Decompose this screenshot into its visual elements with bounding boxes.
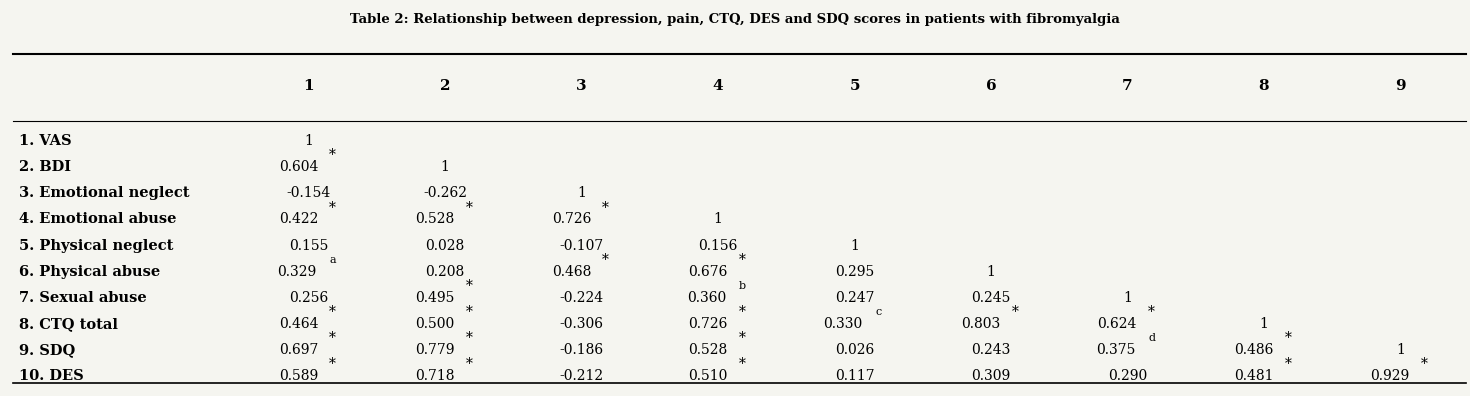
Text: 1: 1 (304, 134, 313, 148)
Text: 0.156: 0.156 (698, 238, 738, 253)
Text: 0.464: 0.464 (279, 317, 318, 331)
Text: 0.375: 0.375 (1097, 343, 1135, 357)
Text: -0.262: -0.262 (423, 186, 467, 200)
Text: 5. Physical neglect: 5. Physical neglect (19, 238, 173, 253)
Text: 0.697: 0.697 (279, 343, 318, 357)
Text: *: * (738, 253, 745, 267)
Text: 10. DES: 10. DES (19, 369, 84, 383)
Text: 0.726: 0.726 (551, 212, 591, 227)
Text: 0.510: 0.510 (688, 369, 728, 383)
Text: Table 2: Relationship between depression, pain, CTQ, DES and SDQ scores in patie: Table 2: Relationship between depression… (350, 13, 1120, 26)
Text: *: * (466, 358, 473, 371)
Text: 8: 8 (1258, 79, 1269, 93)
Text: 0.290: 0.290 (1108, 369, 1147, 383)
Text: 9. SDQ: 9. SDQ (19, 343, 75, 357)
Text: 1: 1 (578, 186, 587, 200)
Text: *: * (329, 305, 337, 319)
Text: 0.028: 0.028 (426, 238, 465, 253)
Text: 1: 1 (303, 79, 315, 93)
Text: 6: 6 (986, 79, 997, 93)
Text: d: d (1148, 333, 1155, 343)
Text: -0.306: -0.306 (560, 317, 604, 331)
Text: *: * (329, 201, 337, 215)
Text: *: * (603, 201, 609, 215)
Text: b: b (738, 281, 745, 291)
Text: 1: 1 (986, 265, 995, 279)
Text: 1: 1 (1123, 291, 1132, 305)
Text: 4. Emotional abuse: 4. Emotional abuse (19, 212, 176, 227)
Text: *: * (1421, 358, 1427, 371)
Text: 0.528: 0.528 (688, 343, 728, 357)
Text: 7: 7 (1122, 79, 1133, 93)
Text: 0.208: 0.208 (426, 265, 465, 279)
Text: 0.726: 0.726 (688, 317, 728, 331)
Text: 0.589: 0.589 (279, 369, 318, 383)
Text: 1: 1 (1396, 343, 1405, 357)
Text: a: a (329, 255, 337, 265)
Text: *: * (603, 253, 609, 267)
Text: *: * (738, 358, 745, 371)
Text: 2. BDI: 2. BDI (19, 160, 71, 174)
Text: -0.224: -0.224 (560, 291, 604, 305)
Text: *: * (738, 331, 745, 345)
Text: *: * (466, 331, 473, 345)
Text: 0.330: 0.330 (823, 317, 863, 331)
Text: 5: 5 (850, 79, 860, 93)
Text: *: * (329, 148, 337, 162)
Text: 9: 9 (1395, 79, 1405, 93)
Text: 0.329: 0.329 (278, 265, 316, 279)
Text: *: * (1011, 305, 1019, 319)
Text: 3. Emotional neglect: 3. Emotional neglect (19, 186, 190, 200)
Text: 0.779: 0.779 (415, 343, 454, 357)
Text: c: c (875, 307, 882, 317)
Text: 0.528: 0.528 (416, 212, 454, 227)
Text: -0.107: -0.107 (560, 238, 604, 253)
Text: 0.468: 0.468 (551, 265, 591, 279)
Text: *: * (1285, 358, 1291, 371)
Text: *: * (329, 331, 337, 345)
Text: -0.154: -0.154 (287, 186, 331, 200)
Text: *: * (466, 305, 473, 319)
Text: 1: 1 (441, 160, 450, 174)
Text: *: * (466, 279, 473, 293)
Text: *: * (738, 305, 745, 319)
Text: 7. Sexual abuse: 7. Sexual abuse (19, 291, 147, 305)
Text: 0.422: 0.422 (279, 212, 318, 227)
Text: 0.256: 0.256 (290, 291, 328, 305)
Text: 4: 4 (713, 79, 723, 93)
Text: *: * (1285, 331, 1291, 345)
Text: 0.500: 0.500 (416, 317, 454, 331)
Text: 1: 1 (714, 212, 723, 227)
Text: 0.676: 0.676 (688, 265, 728, 279)
Text: 0.360: 0.360 (686, 291, 726, 305)
Text: 0.026: 0.026 (835, 343, 875, 357)
Text: 0.486: 0.486 (1233, 343, 1273, 357)
Text: 1. VAS: 1. VAS (19, 134, 72, 148)
Text: 0.247: 0.247 (835, 291, 875, 305)
Text: 0.718: 0.718 (415, 369, 454, 383)
Text: 1: 1 (850, 238, 858, 253)
Text: 0.117: 0.117 (835, 369, 875, 383)
Text: *: * (329, 358, 337, 371)
Text: *: * (1148, 305, 1155, 319)
Text: 0.481: 0.481 (1233, 369, 1273, 383)
Text: 0.604: 0.604 (279, 160, 318, 174)
Text: 0.155: 0.155 (290, 238, 328, 253)
Text: 3: 3 (576, 79, 587, 93)
Text: 8. CTQ total: 8. CTQ total (19, 317, 118, 331)
Text: 0.243: 0.243 (972, 343, 1011, 357)
Text: 0.495: 0.495 (415, 291, 454, 305)
Text: -0.186: -0.186 (560, 343, 604, 357)
Text: 0.624: 0.624 (1098, 317, 1136, 331)
Text: *: * (466, 201, 473, 215)
Text: 1: 1 (1260, 317, 1269, 331)
Text: 2: 2 (440, 79, 450, 93)
Text: 6. Physical abuse: 6. Physical abuse (19, 265, 160, 279)
Text: 0.245: 0.245 (972, 291, 1011, 305)
Text: -0.212: -0.212 (560, 369, 604, 383)
Text: 0.929: 0.929 (1370, 369, 1410, 383)
Text: 0.295: 0.295 (835, 265, 875, 279)
Text: 0.309: 0.309 (972, 369, 1011, 383)
Text: 0.803: 0.803 (961, 317, 1001, 331)
